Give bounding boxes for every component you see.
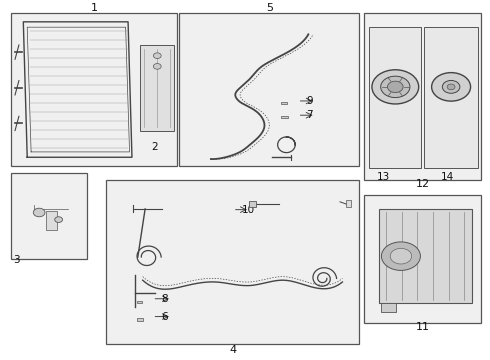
Text: 5: 5 (266, 3, 273, 13)
Bar (47, 211, 57, 230)
Text: 13: 13 (377, 172, 390, 182)
Circle shape (372, 70, 418, 104)
Circle shape (388, 81, 403, 93)
Bar (365, 195, 481, 323)
Bar (281, 102, 287, 104)
Text: 11: 11 (416, 321, 430, 332)
Bar (106, 180, 360, 345)
Text: 8: 8 (161, 294, 168, 304)
Bar (140, 45, 174, 131)
Text: 4: 4 (229, 345, 236, 355)
Text: 3: 3 (14, 255, 20, 265)
Circle shape (381, 242, 420, 270)
Circle shape (390, 248, 412, 264)
Text: 6: 6 (161, 311, 168, 321)
Text: 9: 9 (306, 96, 313, 106)
Text: 2: 2 (151, 141, 158, 152)
Bar (346, 200, 351, 207)
Bar (249, 201, 256, 207)
Circle shape (33, 208, 45, 217)
Bar (369, 27, 421, 168)
Circle shape (55, 217, 63, 222)
Text: 7: 7 (306, 110, 313, 120)
Circle shape (442, 80, 460, 93)
Bar (179, 13, 360, 166)
Bar (137, 301, 142, 303)
Bar (281, 116, 288, 118)
Bar (11, 173, 87, 259)
Bar (424, 27, 478, 168)
Bar (365, 13, 481, 180)
Text: 12: 12 (416, 179, 430, 189)
Bar (137, 318, 143, 321)
Text: 1: 1 (91, 3, 98, 13)
Circle shape (153, 53, 161, 59)
Circle shape (381, 76, 410, 98)
Circle shape (432, 73, 470, 101)
Bar (381, 303, 396, 312)
Text: 10: 10 (242, 204, 255, 215)
Bar (11, 13, 177, 166)
Circle shape (447, 84, 455, 90)
Circle shape (153, 63, 161, 69)
Bar (379, 209, 471, 303)
Text: 14: 14 (441, 172, 454, 182)
